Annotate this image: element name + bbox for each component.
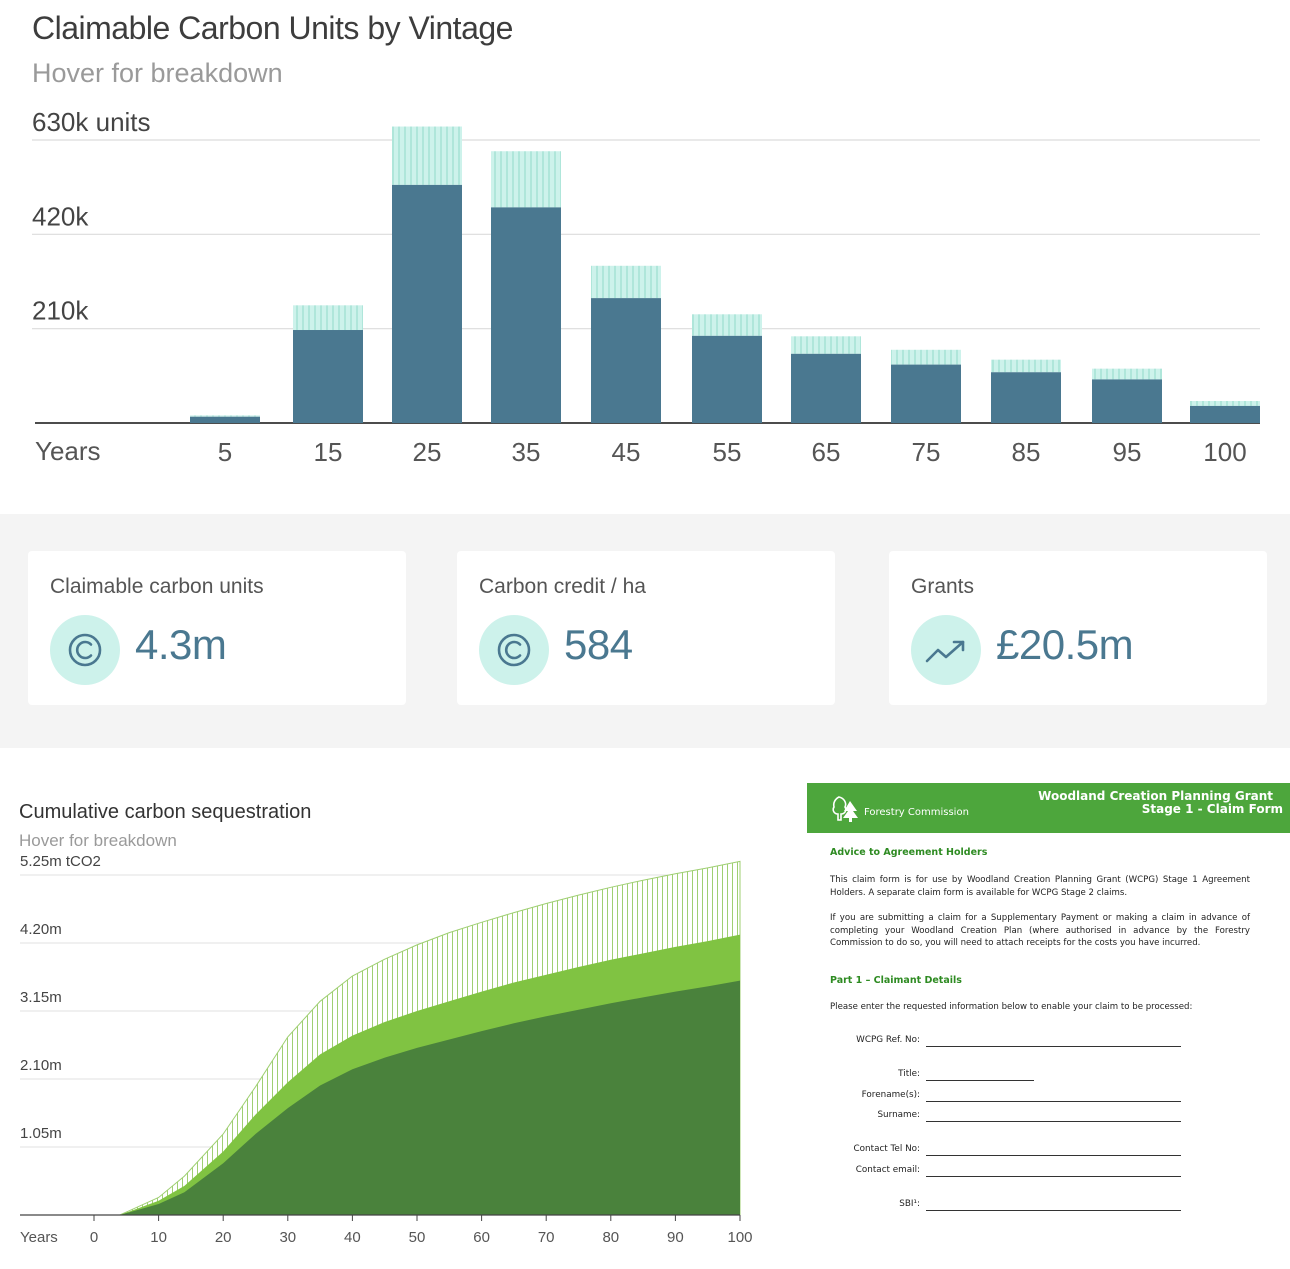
field-label-surname: Surname: <box>877 1110 920 1120</box>
x-tick-label: 95 <box>1113 437 1142 467</box>
x-tick-label: 75 <box>912 437 941 467</box>
advice-paragraph-2: If you are submitting a claim for a Supp… <box>830 913 1250 949</box>
bar-segment-claimable <box>1190 405 1260 423</box>
bar-segment-potential <box>692 314 762 336</box>
trending-up-icon <box>911 615 981 685</box>
form-title: Woodland Creation Planning Grant <box>1038 789 1273 803</box>
bar-segment-claimable <box>891 364 961 423</box>
bar-segment-claimable <box>1092 379 1162 423</box>
stat-value: 584 <box>564 621 633 668</box>
stat-label: Grants <box>911 575 975 598</box>
x-tick-label: 85 <box>1012 437 1041 467</box>
chart-subtitle: Hover for breakdown <box>19 831 177 850</box>
field-surname[interactable] <box>926 1121 1181 1122</box>
bar-segment-potential <box>891 349 961 365</box>
stat-value: 4.3m <box>135 621 227 668</box>
field-tel[interactable] <box>926 1155 1181 1156</box>
x-tick-label: 55 <box>713 437 742 467</box>
chart-title: Cumulative carbon sequestration <box>19 801 312 823</box>
x-tick-label: 90 <box>667 1229 684 1246</box>
bar-segment-potential <box>591 265 661 299</box>
x-tick-label: 25 <box>413 437 442 467</box>
bar-segment-claimable <box>591 298 661 423</box>
x-tick-label: 15 <box>314 437 343 467</box>
stat-card-claimable-units: Claimable carbon units 4.3m <box>28 551 406 705</box>
x-tick-label: 40 <box>344 1229 361 1246</box>
stats-panel: Claimable carbon units 4.3m Carbon credi… <box>0 514 1290 748</box>
part1-heading: Part 1 – Claimant Details <box>830 975 962 986</box>
chart-subtitle: Hover for breakdown <box>32 58 283 88</box>
y-tick-label: 4.20m <box>20 921 62 938</box>
x-tick-label: 100 <box>727 1229 752 1246</box>
field-forename[interactable] <box>926 1101 1181 1102</box>
part1-instructions: Please enter the requested information b… <box>830 1002 1193 1012</box>
y-tick-label: 3.15m <box>20 989 62 1006</box>
field-email[interactable] <box>926 1176 1181 1177</box>
stat-card-carbon-credit: Carbon credit / ha 584 <box>457 551 835 705</box>
bar-segment-claimable <box>491 207 561 423</box>
stat-card-grants: Grants £20.5m <box>889 551 1267 705</box>
bar-segment-potential <box>190 415 260 417</box>
field-label-title: Title: <box>898 1069 920 1079</box>
bar-segment-potential <box>1190 400 1260 406</box>
y-tick-label: 2.10m <box>20 1057 62 1074</box>
copyright-icon <box>479 615 549 685</box>
tree-logo-icon <box>832 796 858 822</box>
x-tick-label: 60 <box>473 1229 490 1246</box>
stat-label: Carbon credit / ha <box>479 575 646 598</box>
brand-name: Forestry Commission <box>864 807 969 818</box>
stat-value: £20.5m <box>996 621 1134 668</box>
x-tick-label: 65 <box>812 437 841 467</box>
bar-segment-potential <box>1092 368 1162 380</box>
sequestration-area-chart[interactable]: 5.25m tCO2 4.20m 3.15m 2.10m 1.05m Years 0 10 20… <box>0 855 780 1265</box>
bar-segment-claimable <box>392 184 462 423</box>
area-series-base <box>94 980 740 1215</box>
vintage-bar-chart[interactable]: 630k units 420k 210k Years 5 15 25 35 45 55 65 75 85… <box>0 100 1290 480</box>
x-tick-label: 0 <box>90 1229 98 1246</box>
bar-segment-claimable <box>991 372 1061 423</box>
x-tick-label: 20 <box>215 1229 232 1246</box>
y-tick-label: 420k <box>32 201 89 231</box>
field-label-tel: Contact Tel No: <box>853 1144 920 1154</box>
y-tick-label: 1.05m <box>20 1125 62 1142</box>
field-label-wcpg-ref: WCPG Ref. No: <box>856 1035 920 1045</box>
x-tick-label: 50 <box>409 1229 426 1246</box>
bar-segment-claimable <box>791 353 861 423</box>
field-label-sbi: SBI¹: <box>899 1199 920 1209</box>
bar-segment-potential <box>392 126 462 185</box>
x-tick-label: 5 <box>218 437 232 467</box>
field-title[interactable] <box>926 1080 1034 1081</box>
x-axis-label: Years <box>35 436 101 466</box>
x-tick-label: 30 <box>279 1229 296 1246</box>
x-tick-label: 45 <box>612 437 641 467</box>
bar-segment-potential <box>293 305 363 331</box>
bar-segment-claimable <box>692 335 762 423</box>
advice-paragraph-1: This claim form is for use by Woodland C… <box>830 875 1250 898</box>
x-tick-label: 100 <box>1203 437 1246 467</box>
bar-segment-potential <box>991 359 1061 373</box>
x-tick-label: 70 <box>538 1229 555 1246</box>
y-tick-label: 630k units <box>32 107 151 137</box>
copyright-icon <box>50 615 120 685</box>
bar-segment-potential <box>491 151 561 208</box>
field-sbi[interactable] <box>926 1210 1181 1211</box>
field-label-email: Contact email: <box>855 1165 920 1175</box>
x-tick-label: 10 <box>150 1229 167 1246</box>
bar-segment-claimable <box>293 330 363 423</box>
field-wcpg-ref[interactable] <box>926 1046 1181 1047</box>
chart-title: Claimable Carbon Units by Vintage <box>32 10 513 46</box>
x-tick-label: 80 <box>602 1229 619 1246</box>
x-tick-label: 35 <box>512 437 541 467</box>
advice-heading: Advice to Agreement Holders <box>830 847 988 858</box>
y-tick-label: 5.25m tCO2 <box>20 855 101 870</box>
x-axis-label: Years <box>20 1229 58 1246</box>
stat-label: Claimable carbon units <box>50 575 264 598</box>
field-label-forename: Forename(s): <box>861 1090 920 1100</box>
y-tick-label: 210k <box>32 296 89 326</box>
form-subtitle: Stage 1 - Claim Form <box>1141 802 1283 816</box>
bar-segment-potential <box>791 336 861 354</box>
form-header: Forestry Commission Woodland Creation Pl… <box>807 783 1290 833</box>
claim-form-document: Forestry Commission Woodland Creation Pl… <box>807 783 1290 1269</box>
bar-segment-claimable <box>190 416 260 423</box>
